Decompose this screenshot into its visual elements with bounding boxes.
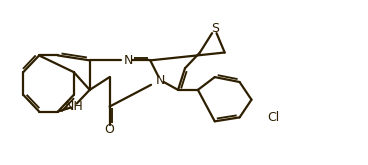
Text: NH: NH <box>64 100 83 113</box>
Text: N: N <box>124 54 133 67</box>
Text: S: S <box>211 22 219 35</box>
Text: Cl: Cl <box>268 111 280 124</box>
Text: O: O <box>105 123 114 136</box>
Text: N: N <box>156 74 165 86</box>
